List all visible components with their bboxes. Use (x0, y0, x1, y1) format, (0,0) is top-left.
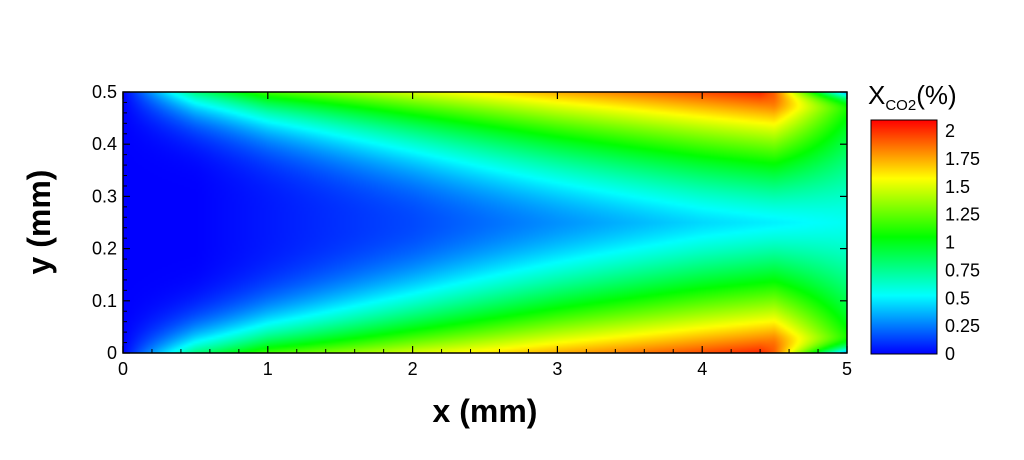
heatmap-field (123, 92, 847, 353)
colorbar-label: 0.5 (945, 288, 970, 308)
x-tick-label: 2 (408, 359, 418, 379)
colorbar-label: 1.5 (945, 177, 970, 197)
colorbar-label: 1 (945, 233, 955, 253)
x-tick-label: 1 (263, 359, 273, 379)
y-axis-title: y (mm) (21, 170, 57, 275)
colorbar-title-sub: CO2 (885, 97, 916, 114)
colorbar-gradient (870, 119, 938, 355)
colorbar-label: 0 (945, 344, 955, 364)
y-axis-ticks: 0 0.1 0.2 0.3 0.4 0.5 (92, 82, 847, 363)
colorbar: 0 0.25 0.5 0.75 1 1.25 1.5 1.75 2 XCO2(%) (868, 80, 980, 364)
plot-area (122, 91, 848, 354)
y-tick-label: 0.3 (92, 186, 117, 206)
y-tick-label: 0.4 (92, 134, 117, 154)
x-tick-label: 5 (842, 359, 852, 379)
colorbar-label: 1.25 (945, 205, 980, 225)
colorbar-title-unit: (%) (916, 80, 956, 110)
plot-frame (122, 91, 848, 354)
y-tick-label: 0 (107, 343, 117, 363)
colorbar-label: 1.75 (945, 149, 980, 169)
x-axis-ticks: 0 1 2 3 4 5 (118, 92, 852, 379)
colorbar-title-main: X (868, 80, 885, 110)
y-tick-label: 0.1 (92, 291, 117, 311)
x-tick-label: 3 (552, 359, 562, 379)
colorbar-label: 0.25 (945, 316, 980, 336)
colorbar-title: XCO2(%) (868, 80, 957, 114)
colorbar-label: 0.75 (945, 260, 980, 280)
x-tick-label: 4 (697, 359, 707, 379)
y-tick-label: 0.5 (92, 82, 117, 102)
x-tick-label: 0 (118, 359, 128, 379)
colorbar-label: 2 (945, 121, 955, 141)
colorbar-labels: 0 0.25 0.5 0.75 1 1.25 1.5 1.75 2 (945, 121, 980, 364)
x-axis-title: x (mm) (433, 393, 538, 429)
y-tick-label: 0.2 (92, 239, 117, 259)
